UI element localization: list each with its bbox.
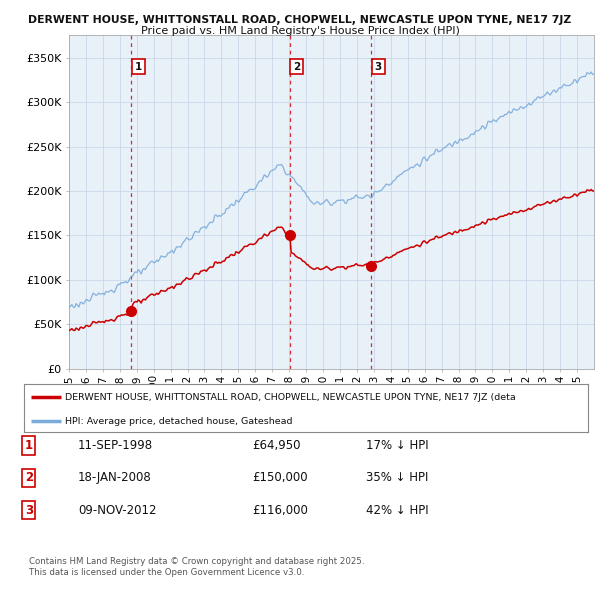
Text: 1: 1 bbox=[134, 61, 142, 71]
Text: £116,000: £116,000 bbox=[252, 504, 308, 517]
Text: 11-SEP-1998: 11-SEP-1998 bbox=[78, 439, 153, 452]
Text: Price paid vs. HM Land Registry's House Price Index (HPI): Price paid vs. HM Land Registry's House … bbox=[140, 26, 460, 36]
Text: 3: 3 bbox=[374, 61, 382, 71]
Text: 42% ↓ HPI: 42% ↓ HPI bbox=[366, 504, 428, 517]
Text: This data is licensed under the Open Government Licence v3.0.: This data is licensed under the Open Gov… bbox=[29, 568, 304, 577]
Text: 2: 2 bbox=[293, 61, 301, 71]
Text: 09-NOV-2012: 09-NOV-2012 bbox=[78, 504, 157, 517]
Text: 2: 2 bbox=[25, 471, 33, 484]
Text: 35% ↓ HPI: 35% ↓ HPI bbox=[366, 471, 428, 484]
Text: 17% ↓ HPI: 17% ↓ HPI bbox=[366, 439, 428, 452]
Text: HPI: Average price, detached house, Gateshead: HPI: Average price, detached house, Gate… bbox=[65, 417, 292, 426]
Text: DERWENT HOUSE, WHITTONSTALL ROAD, CHOPWELL, NEWCASTLE UPON TYNE, NE17 7JZ: DERWENT HOUSE, WHITTONSTALL ROAD, CHOPWE… bbox=[28, 15, 572, 25]
Text: 18-JAN-2008: 18-JAN-2008 bbox=[78, 471, 152, 484]
Text: £150,000: £150,000 bbox=[252, 471, 308, 484]
Text: Contains HM Land Registry data © Crown copyright and database right 2025.: Contains HM Land Registry data © Crown c… bbox=[29, 558, 364, 566]
Text: DERWENT HOUSE, WHITTONSTALL ROAD, CHOPWELL, NEWCASTLE UPON TYNE, NE17 7JZ (deta: DERWENT HOUSE, WHITTONSTALL ROAD, CHOPWE… bbox=[65, 392, 515, 402]
Text: £64,950: £64,950 bbox=[252, 439, 301, 452]
Text: 1: 1 bbox=[25, 439, 33, 452]
Text: 3: 3 bbox=[25, 504, 33, 517]
